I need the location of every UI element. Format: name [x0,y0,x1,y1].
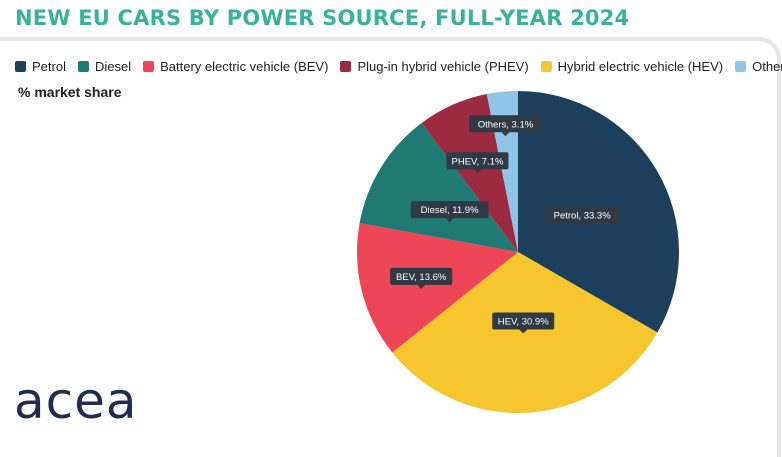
pie-slice-diesel[interactable] [359,123,518,253]
legend-label-hev: Hybrid electric vehicle (HEV) [557,59,724,74]
data-label-pointer-phev [473,169,482,174]
data-label-hev: HEV, 30.9% [492,312,555,334]
pie-slices [356,91,679,414]
data-label-box-others [469,115,542,133]
legend-swatch-phev [340,61,352,72]
data-label-others: Others, 3.1% [469,115,542,137]
data-label-pointer-petrol [578,223,587,228]
data-label-text-diesel: Diesel, 11.9% [421,205,479,216]
legend-swatch-diesel [77,61,89,72]
legend-label-phev: Plug-in hybrid vehicle (PHEV) [357,59,529,74]
legend-item-others[interactable]: Others [735,59,782,74]
data-label-pointer-others [501,132,510,137]
pie-chart: Petrol, 33.3% HEV, 30.9% BEV, 13.6% Diesel,… [356,91,679,414]
legend-swatch-bev [143,61,155,72]
legend-item-hev[interactable]: Hybrid electric vehicle (HEV) [540,59,724,74]
pie-slice-hev[interactable] [392,252,658,414]
data-label-text-phev: PHEV, 7.1% [451,156,503,167]
pie-data-labels: Petrol, 33.3% HEV, 30.9% BEV, 13.6% Diesel,… [390,115,621,334]
data-label-phev: PHEV, 7.1% [446,152,509,174]
legend-label-diesel: Diesel [94,59,132,74]
legend-label-bev: Battery electric vehicle (BEV) [160,59,329,74]
data-label-diesel: Diesel, 11.9% [410,201,489,223]
data-label-text-petrol: Petrol, 33.3% [554,210,612,221]
acea-logo: acea [14,372,138,430]
legend-label-petrol: Petrol [32,59,66,74]
data-label-pointer-bev [417,284,426,289]
data-label-box-petrol [543,206,621,224]
data-label-pointer-hev [519,329,528,334]
data-label-petrol: Petrol, 33.3% [543,206,621,228]
data-label-box-phev [446,152,509,170]
chart-frame [0,37,781,457]
legend-swatch-petrol [15,61,26,72]
data-label-text-hev: HEV, 30.9% [498,317,549,328]
legend-swatch-others [735,61,747,72]
data-label-text-bev: BEV, 13.6% [396,272,447,283]
data-label-box-hev [492,312,555,330]
data-label-pointer-diesel [445,218,454,223]
legend-label-others: Others [752,59,782,74]
pie-slice-bev[interactable] [356,223,518,353]
legend-swatch-hev [540,61,552,72]
legend: Petrol Diesel Battery electric vehicle (… [15,59,782,74]
data-label-box-bev [390,267,453,285]
unit-label: % market share [18,84,122,100]
data-label-bev: BEV, 13.6% [390,267,453,289]
legend-item-petrol[interactable]: Petrol [15,59,66,74]
legend-item-diesel[interactable]: Diesel [77,59,132,74]
legend-item-phev[interactable]: Plug-in hybrid vehicle (PHEV) [340,59,529,74]
data-label-box-diesel [410,201,489,219]
chart-title: NEW EU CARS BY POWER SOURCE, FULL-YEAR 2… [15,6,630,30]
data-label-text-others: Others, 3.1% [478,119,534,130]
legend-item-bev[interactable]: Battery electric vehicle (BEV) [143,59,328,74]
pie-slice-phev[interactable] [421,94,518,252]
